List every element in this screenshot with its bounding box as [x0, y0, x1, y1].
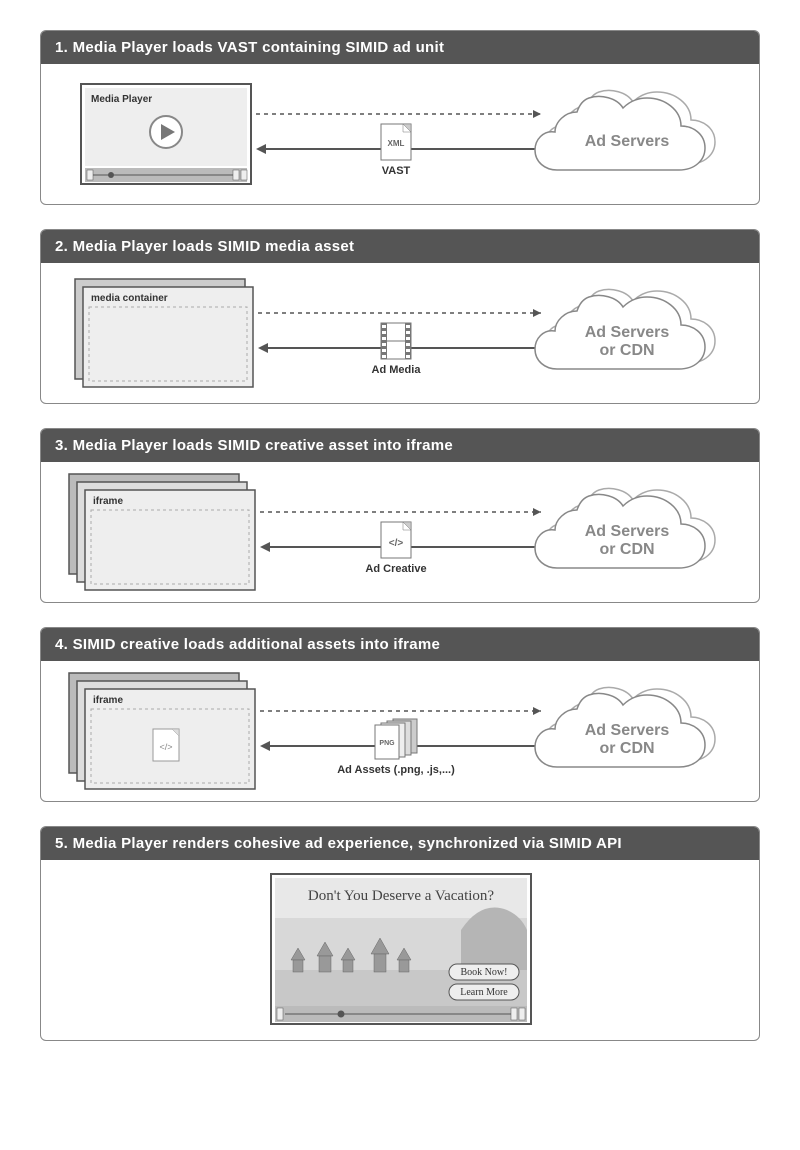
panel-num: 3. [55, 437, 68, 454]
file-type-label: PNG [379, 740, 395, 747]
ad-btn1-label: Book Now! [461, 967, 508, 978]
mid-caption: Ad Assets (.png, .js,...) [337, 764, 455, 776]
mid-caption: VAST [382, 165, 411, 177]
panel-2: 2. Media Player loads SIMID media asset … [40, 229, 760, 404]
cloud-label-2: or CDN [599, 342, 654, 359]
cloud-group: Ad Servers or CDN [535, 488, 715, 568]
ad-btn2-label: Learn More [460, 987, 508, 998]
stack-label: media container [91, 293, 168, 304]
diagram-row: Media Player [41, 64, 760, 204]
panel-header: 3. Media Player loads SIMID creative ass… [41, 429, 759, 462]
code-file-icon: </> [381, 522, 411, 558]
file-type-label: XML [388, 139, 405, 148]
panel-3: 3. Media Player loads SIMID creative ass… [40, 428, 760, 603]
ad-player: Don't You Deserve a Vacation? Book Now! … [271, 874, 531, 1024]
diagram-row: iframe </> Ad Creative [41, 462, 760, 602]
stack-label: iframe [93, 695, 123, 706]
cloud-group: Ad Servers or CDN [535, 289, 715, 369]
panel-body: Media Player [41, 64, 759, 204]
panel-title: SIMID creative loads additional assets i… [73, 636, 441, 653]
iframe-stack-code: iframe </> [69, 673, 255, 789]
inner-code-glyph: </> [159, 742, 172, 752]
panel-num: 2. [55, 238, 68, 255]
mid-caption: Ad Media [372, 364, 422, 376]
film-icon [381, 323, 411, 359]
ad-button-learn[interactable]: Learn More [449, 984, 519, 1000]
panel-header: 1. Media Player loads VAST containing SI… [41, 31, 759, 64]
panel-title: Media Player renders cohesive ad experie… [73, 835, 622, 852]
code-glyph: </> [389, 538, 404, 549]
diagram-row: media container Ad Media [41, 263, 760, 403]
iframe-stack: iframe [69, 474, 255, 590]
panel-title: Media Player loads SIMID creative asset … [73, 437, 453, 454]
cloud-label-1: Ad Servers [585, 722, 670, 739]
cloud-label-2: or CDN [599, 541, 654, 558]
panel-num: 1. [55, 39, 68, 56]
panel-body: media container Ad Media [41, 263, 759, 403]
xml-file-icon: XML [381, 124, 411, 160]
cloud-label-1: Ad Servers [585, 523, 670, 540]
cloud-group: Ad Servers [535, 90, 715, 170]
panel-body: iframe </> Ad Creative [41, 462, 759, 602]
panel-num: 4. [55, 636, 68, 653]
panel-1: 1. Media Player loads VAST containing SI… [40, 30, 760, 205]
panel-header: 5. Media Player renders cohesive ad expe… [41, 827, 759, 860]
cloud-label-1: Ad Servers [585, 324, 670, 341]
cloud-label-2: or CDN [599, 740, 654, 757]
panel-num: 5. [55, 835, 68, 852]
ad-experience: Don't You Deserve a Vacation? Book Now! … [41, 860, 760, 1040]
png-stack-icon: PNG [375, 719, 417, 759]
media-container-stack: media container [75, 279, 253, 387]
panel-body: iframe </> PNG Ad Ass [41, 661, 759, 801]
panel-header: 4. SIMID creative loads additional asset… [41, 628, 759, 661]
stack-label: iframe [93, 496, 123, 507]
ad-button-book[interactable]: Book Now! [449, 964, 519, 980]
media-player: Media Player [81, 84, 251, 184]
cloud-label-1: Ad Servers [585, 133, 670, 150]
panel-4: 4. SIMID creative loads additional asset… [40, 627, 760, 802]
ad-headline: Don't You Deserve a Vacation? [308, 888, 494, 904]
panel-body: Don't You Deserve a Vacation? Book Now! … [41, 860, 759, 1040]
media-player-label: Media Player [91, 94, 152, 105]
panel-header: 2. Media Player loads SIMID media asset [41, 230, 759, 263]
mid-caption: Ad Creative [365, 563, 426, 575]
cloud-group: Ad Servers or CDN [535, 687, 715, 767]
panel-5: 5. Media Player renders cohesive ad expe… [40, 826, 760, 1041]
panel-title: Media Player loads VAST containing SIMID… [73, 39, 445, 56]
diagram-row: iframe </> PNG Ad Ass [41, 661, 760, 801]
panel-title: Media Player loads SIMID media asset [73, 238, 355, 255]
